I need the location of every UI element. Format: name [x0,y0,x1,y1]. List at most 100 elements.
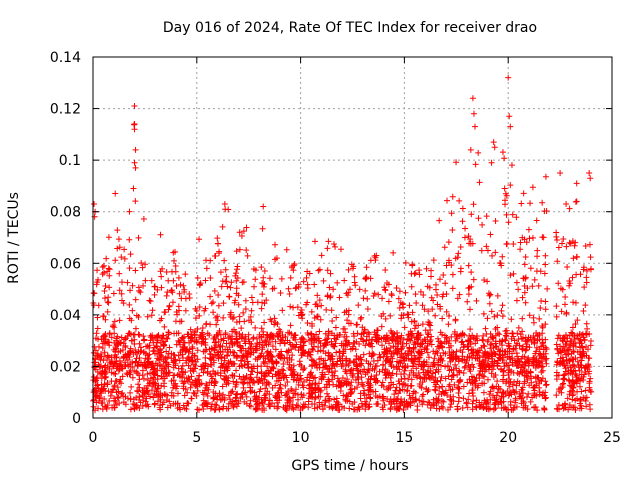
data-point [560,338,567,345]
data-point [235,301,242,308]
data-point [525,226,532,233]
data-point [93,281,100,288]
data-point [454,403,461,410]
data-point [131,336,138,343]
data-point [478,247,485,254]
data-point [157,231,164,238]
data-point [202,277,209,284]
data-point [316,328,323,335]
data-point [365,404,372,411]
data-point [164,289,171,296]
data-point [457,376,464,383]
data-point [105,234,112,241]
data-point [495,357,502,364]
data-point [316,364,323,371]
data-point [90,403,97,410]
data-point [408,283,415,290]
data-point [200,397,207,404]
data-point [266,358,273,365]
data-point [196,380,203,387]
data-point [284,329,291,336]
data-point [523,341,530,348]
data-point [500,372,507,379]
data-point [301,349,308,356]
data-point [499,149,506,156]
data-point [494,389,501,396]
data-point [269,343,276,350]
data-point [526,344,533,351]
data-point [182,271,189,278]
data-point [213,342,220,349]
data-point [100,262,107,269]
data-point [541,270,548,277]
data-point [161,380,168,387]
data-point [241,379,248,386]
data-point [379,361,386,368]
data-point [532,359,539,366]
data-point [475,215,482,222]
data-point [396,288,403,295]
data-point [517,246,524,253]
data-point [282,333,289,340]
data-point [163,373,170,380]
data-point [517,239,524,246]
data-point [292,332,299,339]
data-point [99,271,106,278]
data-point [369,350,376,357]
data-point [587,175,594,182]
data-point [581,337,588,344]
data-point [442,280,449,287]
data-point [243,393,250,400]
data-point [266,381,273,388]
data-point [132,349,139,356]
data-point [330,381,337,388]
data-point [558,349,565,356]
data-point [403,340,410,347]
data-point [560,372,567,379]
data-point [415,349,422,356]
data-point [223,381,230,388]
data-point [428,341,435,348]
data-point [536,389,543,396]
data-point [220,391,227,398]
data-point [441,244,448,251]
data-point [380,383,387,390]
data-point [113,378,120,385]
data-point [251,389,258,396]
data-point [247,313,254,320]
data-point [273,377,280,384]
data-point [155,332,162,339]
data-point [382,286,389,293]
data-point [132,358,139,365]
data-point [369,343,376,350]
data-point [187,365,194,372]
data-point [326,365,333,372]
data-point [583,274,590,281]
data-point [566,332,573,339]
data-point [304,353,311,360]
data-point [489,252,496,259]
data-point [233,403,240,410]
data-point [352,376,359,383]
data-point [288,405,295,412]
data-point [111,382,118,389]
data-point [182,307,189,314]
data-point [560,376,567,383]
data-point [194,406,201,413]
data-point [456,291,463,298]
data-point [140,215,147,222]
data-point [171,330,178,337]
data-point [342,341,349,348]
data-point [260,280,267,287]
data-point [440,349,447,356]
data-point [287,322,294,329]
data-point [470,397,477,404]
data-point [242,389,249,396]
data-point [227,336,234,343]
data-point [382,266,389,273]
data-point [250,266,257,273]
data-point [214,240,221,247]
data-point [380,395,387,402]
data-point [120,354,127,361]
data-point [104,402,111,409]
